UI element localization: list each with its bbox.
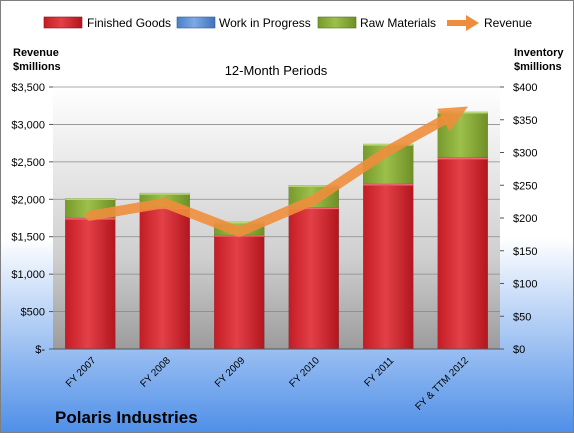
legend-swatch-raw-materials — [318, 17, 356, 28]
left-tick-label: $2,000 — [11, 194, 45, 206]
right-tick-label: $0 — [513, 344, 525, 356]
bar-finished-goods — [65, 218, 115, 349]
left-tick-label: $2,500 — [11, 157, 45, 169]
legend-swatch-finished-goods — [44, 17, 82, 28]
right-tick-label: $400 — [513, 82, 537, 94]
right-tick-label: $150 — [513, 246, 537, 258]
bar-finished-goods — [140, 208, 190, 349]
legend-swatch-work-in-progress — [177, 17, 215, 28]
right-tick-label: $350 — [513, 115, 537, 127]
legend-label-revenue: Revenue — [484, 16, 532, 30]
right-tick-label: $250 — [513, 180, 537, 192]
right-axis-label-line1: Inventory — [514, 47, 564, 59]
left-tick-label: $- — [35, 344, 45, 356]
left-tick-label: $1,000 — [11, 269, 45, 281]
legend-label-finished-goods: Finished Goods — [87, 16, 171, 30]
right-tick-label: $100 — [513, 279, 537, 291]
left-tick-label: $3,000 — [11, 119, 45, 131]
bar-finished-goods — [289, 208, 339, 349]
left-tick-label: $500 — [21, 307, 45, 319]
chart-title: 12-Month Periods — [225, 63, 328, 78]
bar-finished-goods — [438, 158, 488, 349]
company-name: Polaris Industries — [55, 408, 198, 427]
right-tick-label: $50 — [513, 311, 531, 323]
legend-label-work-in-progress: Work in Progress — [219, 16, 311, 30]
right-tick-label: $300 — [513, 148, 537, 160]
bar-finished-goods — [214, 235, 264, 349]
right-axis-label-line2: $millions — [514, 61, 562, 73]
left-axis-label-line1: Revenue — [13, 47, 59, 59]
left-tick-label: $3,500 — [11, 82, 45, 94]
bar-finished-goods — [363, 184, 413, 349]
right-tick-label: $200 — [513, 213, 537, 225]
legend-label-raw-materials: Raw Materials — [360, 16, 436, 30]
left-axis-label-line2: $millions — [13, 61, 61, 73]
left-tick-label: $1,500 — [11, 232, 45, 244]
